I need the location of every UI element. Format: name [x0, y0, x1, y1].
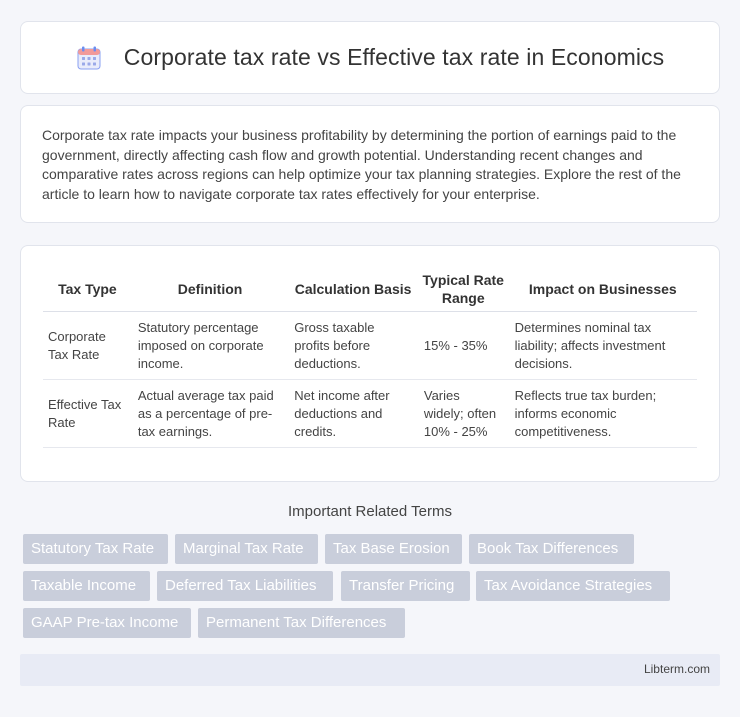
- related-terms-heading: Important Related Terms: [288, 503, 452, 520]
- tag-gaap-pretax-income[interactable]: GAAP Pre-tax Income: [23, 608, 191, 638]
- table-header-row: Tax Type Definition Calculation Basis Ty…: [43, 266, 697, 312]
- cell-definition: Statutory percentage imposed on corporat…: [131, 312, 289, 380]
- comparison-table: Tax Type Definition Calculation Basis Ty…: [43, 266, 697, 448]
- tag-marginal-tax-rate[interactable]: Marginal Tax Rate: [175, 534, 318, 564]
- cell-impact: Reflects true tax burden; informs econom…: [508, 380, 697, 448]
- cell-rate-range: 15% - 35%: [417, 312, 509, 380]
- calendar-icon: [77, 46, 101, 69]
- tag-statutory-tax-rate[interactable]: Statutory Tax Rate: [23, 534, 168, 564]
- header-tax-type: Tax Type: [43, 266, 132, 312]
- cell-rate-range: Varies widely; often 10% - 25%: [417, 380, 509, 448]
- cell-impact: Determines nominal tax liability; affect…: [508, 312, 697, 380]
- tag-transfer-pricing[interactable]: Transfer Pricing: [341, 571, 470, 601]
- intro-card: Corporate tax rate impacts your business…: [20, 105, 720, 223]
- cell-definition: Actual average tax paid as a percentage …: [131, 380, 289, 448]
- title-wrap: Corporate tax rate vs Effective tax rate…: [76, 44, 665, 71]
- header-card: Corporate tax rate vs Effective tax rate…: [20, 21, 720, 94]
- footer: Libterm.com: [20, 654, 720, 686]
- tag-taxable-income[interactable]: Taxable Income: [23, 571, 150, 601]
- tag-tax-base-erosion[interactable]: Tax Base Erosion: [325, 534, 462, 564]
- tag-book-tax-differences[interactable]: Book Tax Differences: [469, 534, 634, 564]
- tag-deferred-tax-liabilities[interactable]: Deferred Tax Liabilities: [157, 571, 333, 601]
- tag-tax-avoidance-strategies[interactable]: Tax Avoidance Strategies: [476, 571, 670, 601]
- header-typical-rate-range: Typical Rate Range: [417, 266, 509, 312]
- header-definition: Definition: [131, 266, 289, 312]
- cell-tax-type: Corporate Tax Rate: [43, 312, 132, 380]
- intro-paragraph: Corporate tax rate impacts your business…: [42, 127, 681, 202]
- cell-calculation-basis: Net income after deductions and credits.: [288, 380, 418, 448]
- table-row: Corporate Tax Rate Statutory percentage …: [43, 312, 697, 380]
- cell-tax-type: Effective Tax Rate: [43, 380, 132, 448]
- header-calculation-basis: Calculation Basis: [288, 266, 418, 312]
- footer-link[interactable]: Libterm.com: [643, 662, 710, 676]
- tag-permanent-tax-differences[interactable]: Permanent Tax Differences: [198, 608, 405, 638]
- page-title: Corporate tax rate vs Effective tax rate…: [123, 44, 665, 70]
- table-card: Tax Type Definition Calculation Basis Ty…: [20, 245, 720, 482]
- cell-calculation-basis: Gross taxable profits before deductions.: [288, 312, 418, 380]
- header-impact: Impact on Businesses: [508, 266, 697, 312]
- table-row: Effective Tax Rate Actual average tax pa…: [43, 380, 697, 448]
